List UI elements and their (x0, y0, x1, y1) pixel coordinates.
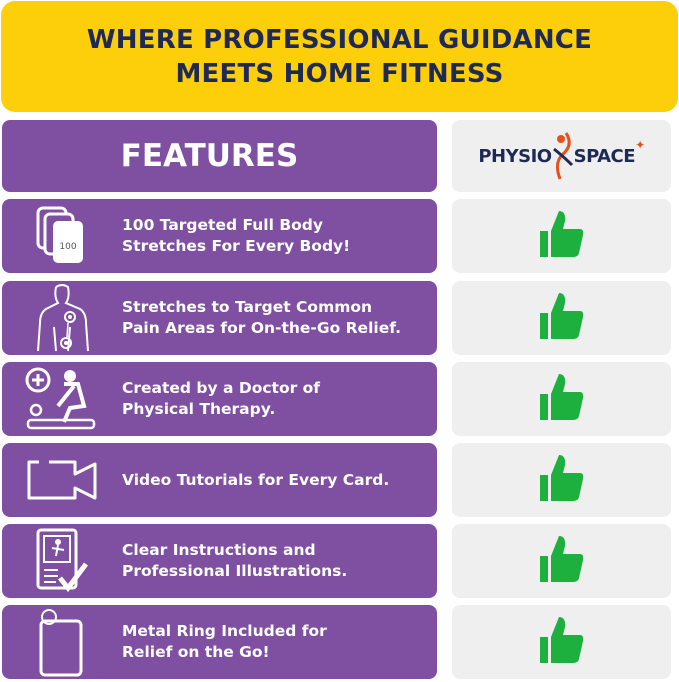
instruction-card-check-icon (2, 528, 122, 594)
physical-therapist-icon (2, 366, 122, 432)
thumbs-up-icon (539, 374, 584, 424)
feature-row: Metal Ring Included for Relief on the Go… (2, 605, 437, 679)
feature-included-cell (452, 362, 671, 436)
thumbs-up-icon (539, 293, 584, 343)
feature-text: Created by a Doctor of Physical Therapy. (122, 379, 321, 418)
sparkle-icon: ✦ (635, 138, 645, 152)
feature-text: 100 Targeted Full Body Stretches For Eve… (122, 216, 351, 255)
video-camera-icon (2, 456, 122, 504)
feature-row: 100 100 Targeted Full Body Stretches For … (2, 199, 437, 273)
svg-text:100: 100 (59, 242, 76, 252)
thumbs-up-icon (539, 617, 584, 667)
body-pain-points-icon (2, 283, 122, 353)
logo-figure-icon (552, 132, 573, 180)
feature-included-cell (452, 605, 671, 679)
feature-row: Clear Instructions and Professional Illu… (2, 524, 437, 598)
feature-included-cell (452, 281, 671, 355)
feature-text: Clear Instructions and Professional Illu… (122, 541, 348, 580)
headline-banner: WHERE PROFESSIONAL GUIDANCE MEETS HOME F… (1, 1, 678, 112)
features-title: FEATURES (120, 138, 299, 174)
feature-row: Video Tutorials for Every Card. (2, 443, 437, 517)
feature-row: Stretches to Target Common Pain Areas fo… (2, 281, 437, 355)
physiospace-logo: PHYSIO SPACE ✦ (478, 131, 645, 181)
feature-text: Video Tutorials for Every Card. (122, 470, 390, 489)
feature-included-cell (452, 443, 671, 517)
cards-stack-icon: 100 (2, 206, 122, 266)
feature-text: Metal Ring Included for Relief on the Go… (122, 622, 327, 661)
feature-row: Created by a Doctor of Physical Therapy. (2, 362, 437, 436)
thumbs-up-icon (539, 536, 584, 586)
card-ring-icon (2, 607, 122, 677)
headline-line-1: WHERE PROFESSIONAL GUIDANCE (86, 24, 593, 55)
brand-header: PHYSIO SPACE ✦ (452, 120, 671, 192)
thumbs-up-icon (539, 455, 584, 505)
headline-line-2: MEETS HOME FITNESS (175, 58, 504, 89)
feature-included-cell (452, 524, 671, 598)
features-header: FEATURES (2, 120, 437, 192)
feature-text: Stretches to Target Common Pain Areas fo… (122, 298, 401, 337)
thumbs-up-icon (539, 211, 584, 261)
feature-included-cell (452, 199, 671, 273)
